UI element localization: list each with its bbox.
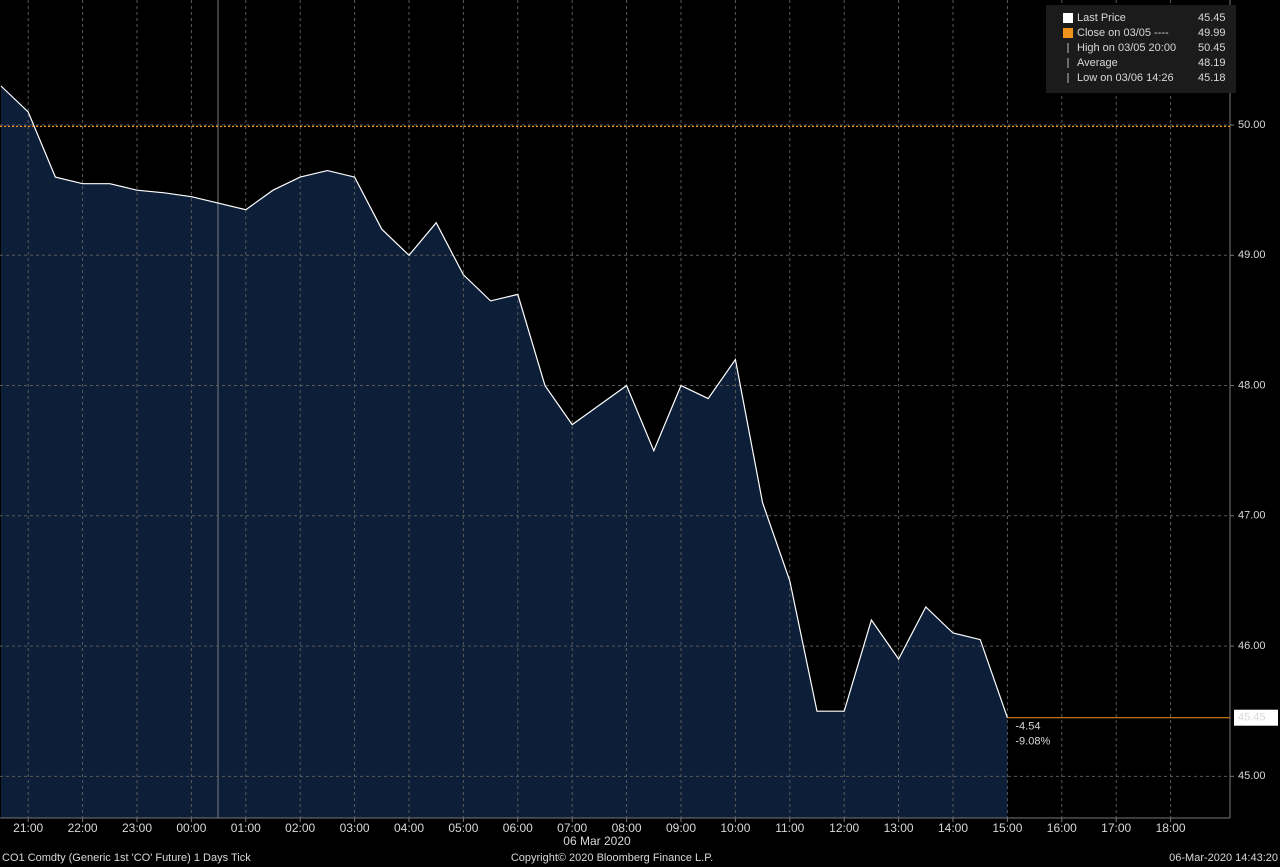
legend-value: 50.45	[1198, 42, 1226, 54]
price-line	[0, 85, 1008, 718]
x-tick-label: 06:00	[503, 821, 533, 835]
y-tick-label: 45.00	[1238, 770, 1266, 782]
x-tick-label: 18:00	[1156, 821, 1186, 835]
x-tick-label: 13:00	[884, 821, 914, 835]
x-tick-label: 12:00	[829, 821, 859, 835]
last-price-tag-label: 45.45	[1238, 712, 1266, 724]
y-tick-label: 50.00	[1238, 119, 1266, 131]
y-tick-label: 48.00	[1238, 379, 1266, 391]
legend-swatch	[1063, 28, 1073, 38]
x-tick-label: 11:00	[775, 821, 804, 835]
date-label: 06 Mar 2020	[563, 834, 631, 848]
timestamp: 06-Mar-2020 14:43:20	[1169, 852, 1278, 864]
x-tick-label: 23:00	[122, 821, 152, 835]
x-tick-label: 16:00	[1047, 821, 1077, 835]
copyright: Copyright© 2020 Bloomberg Finance L.P.	[511, 852, 713, 864]
legend-swatch	[1063, 13, 1073, 23]
last-price-tag	[1234, 709, 1278, 726]
legend-label: Close on 03/05 ----	[1077, 27, 1169, 39]
x-tick-label: 14:00	[938, 821, 968, 835]
legend-value: 45.45	[1198, 12, 1226, 24]
x-tick-label: 07:00	[557, 821, 587, 835]
x-tick-label: 01:00	[231, 821, 261, 835]
change-pct-label: -9.08%	[1015, 736, 1050, 748]
legend-label: Average	[1077, 57, 1118, 69]
x-tick-label: 02:00	[285, 821, 315, 835]
legend-label: Low on 03/06 14:26	[1077, 72, 1174, 84]
security-title: CO1 Comdty (Generic 1st 'CO' Future) 1 D…	[2, 852, 251, 864]
x-tick-label: 22:00	[68, 821, 98, 835]
change-label: -4.54	[1015, 721, 1040, 733]
x-tick-label: 04:00	[394, 821, 424, 835]
y-tick-label: 49.00	[1238, 249, 1266, 261]
x-tick-label: 00:00	[176, 821, 206, 835]
x-tick-label: 10:00	[720, 821, 750, 835]
x-tick-label: 03:00	[340, 821, 370, 835]
x-tick-label: 21:00	[13, 821, 43, 835]
y-tick-label: 47.00	[1238, 510, 1266, 522]
legend-value: 49.99	[1198, 27, 1226, 39]
x-tick-label: 08:00	[612, 821, 642, 835]
x-tick-label: 09:00	[666, 821, 696, 835]
legend-value: 48.19	[1198, 57, 1226, 69]
legend-label: Last Price	[1077, 12, 1126, 24]
price-area	[1, 86, 1008, 818]
x-tick-label: 05:00	[448, 821, 478, 835]
y-tick-label: 46.00	[1238, 640, 1266, 652]
x-tick-label: 15:00	[992, 821, 1022, 835]
legend-label: High on 03/05 20:00	[1077, 42, 1176, 54]
legend-value: 45.18	[1198, 72, 1226, 84]
legend-box	[1046, 5, 1236, 93]
x-tick-label: 17:00	[1101, 821, 1131, 835]
